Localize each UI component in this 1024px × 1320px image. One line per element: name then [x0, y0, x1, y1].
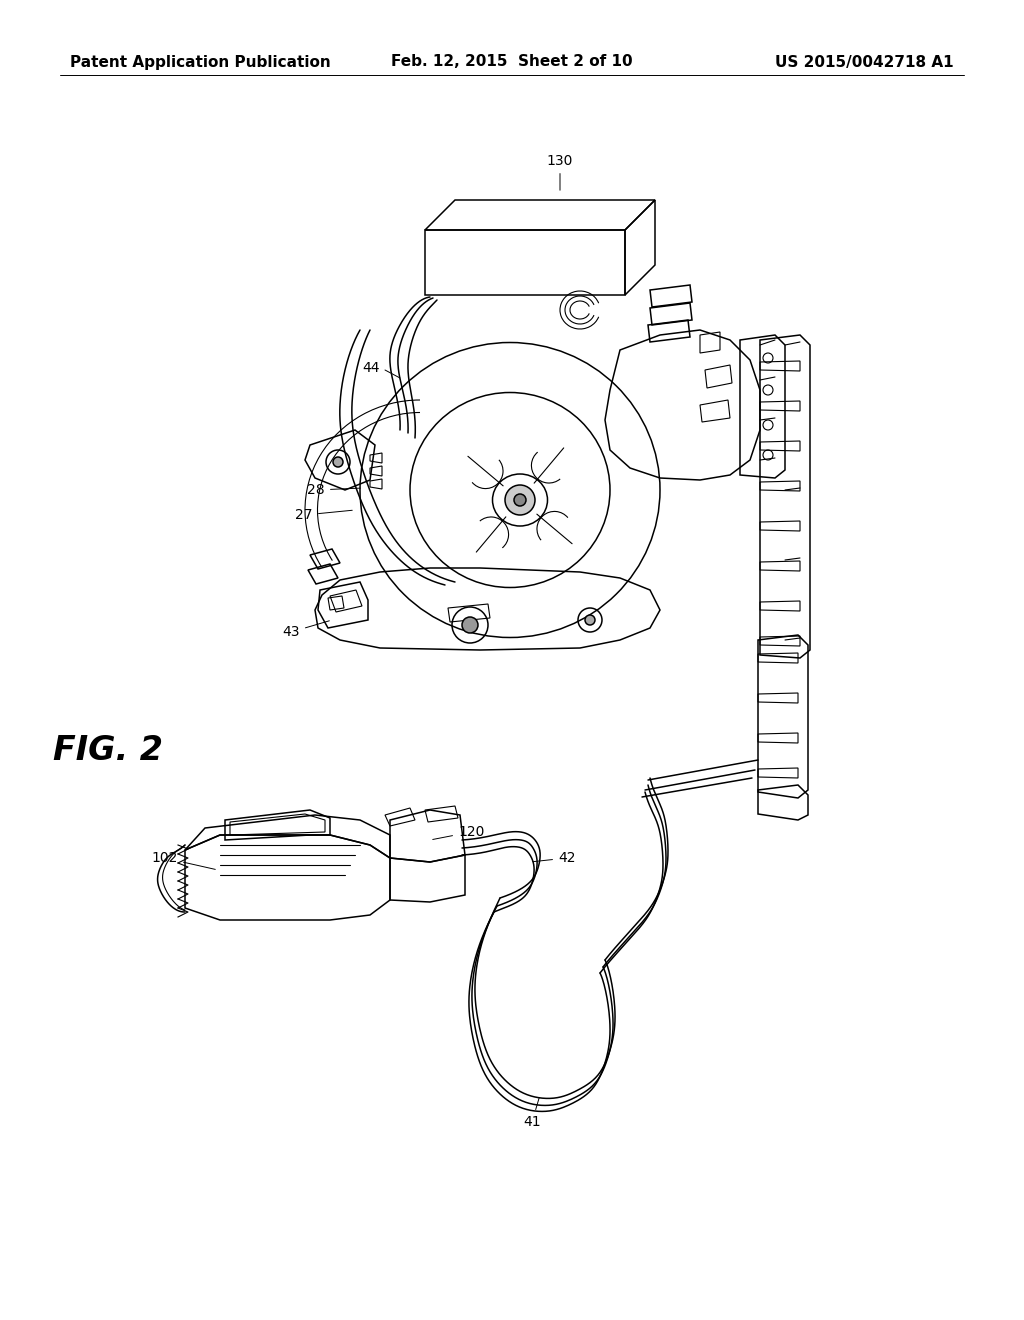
Circle shape [585, 615, 595, 624]
Text: 28: 28 [307, 483, 360, 498]
Text: 44: 44 [362, 360, 380, 375]
Text: 130: 130 [547, 154, 573, 190]
Text: 43: 43 [283, 620, 330, 639]
Circle shape [505, 484, 535, 515]
Text: 120: 120 [433, 825, 484, 840]
Text: 27: 27 [296, 508, 352, 521]
Text: 42: 42 [532, 851, 575, 865]
Text: FIG. 2: FIG. 2 [53, 734, 163, 767]
Text: 41: 41 [523, 1098, 541, 1129]
Circle shape [514, 494, 526, 506]
Text: Feb. 12, 2015  Sheet 2 of 10: Feb. 12, 2015 Sheet 2 of 10 [391, 54, 633, 70]
Circle shape [333, 457, 343, 467]
Text: 102: 102 [152, 851, 215, 870]
Text: US 2015/0042718 A1: US 2015/0042718 A1 [775, 54, 954, 70]
Text: Patent Application Publication: Patent Application Publication [70, 54, 331, 70]
Circle shape [462, 616, 478, 634]
